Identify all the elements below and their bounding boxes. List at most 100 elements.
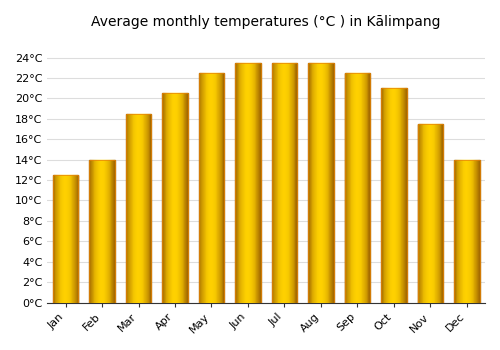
- Bar: [405, 88, 406, 302]
- Bar: [62, 175, 63, 302]
- Bar: [97, 160, 98, 302]
- Bar: [57, 175, 58, 302]
- Bar: [358, 73, 359, 302]
- Bar: [248, 63, 249, 302]
- Bar: [381, 88, 382, 302]
- Bar: [74, 175, 75, 302]
- Bar: [143, 114, 144, 302]
- Bar: [113, 160, 114, 302]
- Bar: [218, 73, 219, 302]
- Bar: [386, 88, 387, 302]
- Bar: [439, 124, 440, 302]
- Bar: [328, 63, 330, 302]
- Bar: [198, 73, 200, 302]
- Bar: [290, 63, 291, 302]
- Bar: [186, 93, 187, 302]
- Bar: [355, 73, 356, 302]
- Bar: [112, 160, 113, 302]
- Bar: [287, 63, 288, 302]
- Bar: [431, 124, 432, 302]
- Bar: [396, 88, 397, 302]
- Bar: [470, 160, 471, 302]
- Bar: [110, 160, 112, 302]
- Bar: [387, 88, 388, 302]
- Bar: [436, 124, 437, 302]
- Bar: [322, 63, 324, 302]
- Bar: [308, 63, 334, 302]
- Bar: [182, 93, 184, 302]
- Bar: [63, 175, 64, 302]
- Bar: [402, 88, 403, 302]
- Bar: [442, 124, 443, 302]
- Bar: [310, 63, 312, 302]
- Bar: [147, 114, 148, 302]
- Bar: [327, 63, 328, 302]
- Bar: [53, 175, 78, 302]
- Bar: [437, 124, 438, 302]
- Bar: [324, 63, 325, 302]
- Bar: [240, 63, 241, 302]
- Bar: [312, 63, 313, 302]
- Bar: [292, 63, 293, 302]
- Bar: [200, 73, 202, 302]
- Bar: [398, 88, 399, 302]
- Bar: [70, 175, 72, 302]
- Bar: [284, 63, 286, 302]
- Bar: [215, 73, 216, 302]
- Bar: [433, 124, 434, 302]
- Bar: [383, 88, 384, 302]
- Bar: [174, 93, 175, 302]
- Bar: [237, 63, 238, 302]
- Bar: [90, 160, 115, 302]
- Bar: [107, 160, 108, 302]
- Bar: [198, 73, 224, 302]
- Bar: [346, 73, 347, 302]
- Bar: [326, 63, 327, 302]
- Bar: [291, 63, 292, 302]
- Bar: [422, 124, 424, 302]
- Bar: [247, 63, 248, 302]
- Bar: [102, 160, 103, 302]
- Bar: [204, 73, 206, 302]
- Bar: [333, 63, 334, 302]
- Bar: [360, 73, 361, 302]
- Bar: [130, 114, 131, 302]
- Bar: [432, 124, 433, 302]
- Bar: [140, 114, 141, 302]
- Bar: [259, 63, 260, 302]
- Bar: [366, 73, 368, 302]
- Bar: [294, 63, 296, 302]
- Bar: [216, 73, 218, 302]
- Bar: [90, 160, 91, 302]
- Bar: [438, 124, 439, 302]
- Bar: [478, 160, 480, 302]
- Bar: [166, 93, 168, 302]
- Bar: [213, 73, 214, 302]
- Bar: [392, 88, 393, 302]
- Bar: [246, 63, 247, 302]
- Bar: [278, 63, 280, 302]
- Bar: [214, 73, 215, 302]
- Bar: [60, 175, 62, 302]
- Bar: [208, 73, 209, 302]
- Bar: [382, 88, 383, 302]
- Bar: [468, 160, 469, 302]
- Bar: [256, 63, 258, 302]
- Bar: [365, 73, 366, 302]
- Bar: [137, 114, 138, 302]
- Bar: [184, 93, 185, 302]
- Bar: [390, 88, 392, 302]
- Bar: [242, 63, 243, 302]
- Bar: [54, 175, 56, 302]
- Bar: [313, 63, 314, 302]
- Bar: [296, 63, 297, 302]
- Bar: [244, 63, 246, 302]
- Bar: [66, 175, 68, 302]
- Bar: [203, 73, 204, 302]
- Bar: [364, 73, 365, 302]
- Bar: [404, 88, 405, 302]
- Bar: [459, 160, 460, 302]
- Bar: [394, 88, 396, 302]
- Bar: [221, 73, 222, 302]
- Bar: [136, 114, 137, 302]
